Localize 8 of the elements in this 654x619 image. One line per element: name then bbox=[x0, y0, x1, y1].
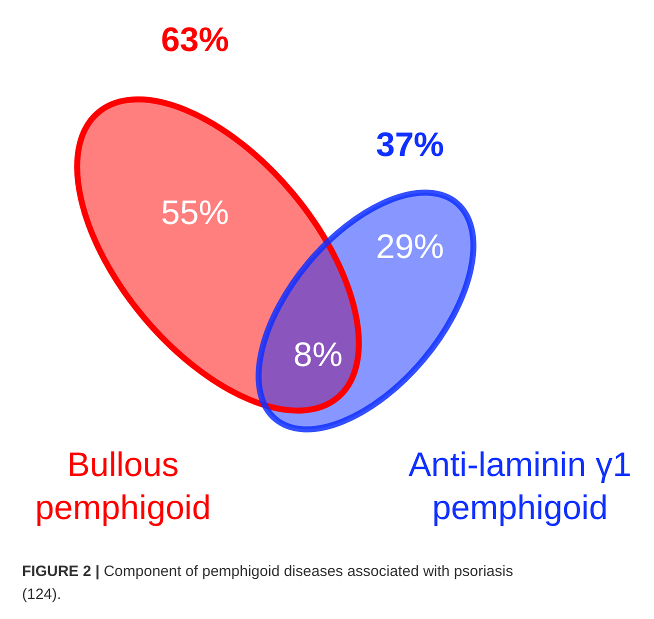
data-label: 8% bbox=[293, 336, 343, 374]
data-label: 29% bbox=[376, 228, 444, 266]
text: FIGURE 2 | Component of pemphigoid diseases associated with psoriasis (124). bbox=[22, 563, 514, 603]
category-label: Anti-laminin γ1 pemphigoid bbox=[408, 446, 632, 527]
text: 63% bbox=[160, 21, 230, 59]
category-label: Bullous pemphigoid bbox=[35, 446, 211, 527]
text: 37% bbox=[376, 126, 444, 164]
data-label: 55% bbox=[160, 194, 230, 232]
